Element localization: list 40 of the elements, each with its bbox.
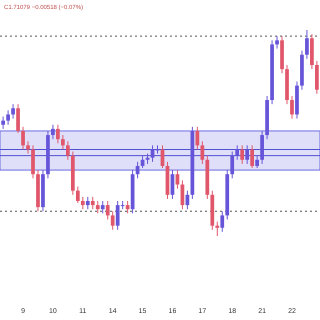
candlestick [146, 153, 150, 164]
candlestick [16, 104, 20, 134]
candlestick [275, 36, 279, 50]
candlestick [245, 144, 250, 164]
candlestick [80, 196, 85, 210]
candlestick [76, 186, 80, 204]
candlestick [136, 161, 140, 179]
candlestick [100, 200, 105, 214]
candlestick [11, 104, 15, 120]
candlestick [290, 95, 294, 120]
candlestick [96, 200, 100, 214]
candlestick [56, 124, 60, 144]
candlestick [26, 140, 30, 154]
candlestick [110, 210, 115, 230]
candlestick [126, 200, 130, 214]
candlestick [235, 144, 240, 160]
candlestick [200, 140, 204, 164]
candlestick [160, 144, 164, 169]
candlestick [61, 134, 65, 150]
candlestick [195, 126, 200, 150]
candlestick [1, 116, 5, 130]
candlestick [255, 155, 259, 169]
candlestick [51, 124, 55, 140]
candlestick [90, 196, 95, 210]
candlestick [180, 180, 184, 210]
candlestick [215, 221, 220, 236]
candlestick [170, 170, 174, 200]
candlestick [21, 126, 25, 150]
candlestick [86, 196, 90, 210]
candlestick [305, 30, 309, 60]
candlestick [140, 155, 144, 169]
candlestick [106, 200, 110, 220]
candlestick [240, 144, 244, 164]
candlestick [186, 190, 190, 210]
candlestick [230, 151, 234, 179]
candlestick [250, 144, 254, 169]
candlestick [6, 110, 10, 126]
candlestick [176, 170, 180, 190]
candlestick [220, 210, 224, 232]
candlestick [66, 140, 70, 160]
